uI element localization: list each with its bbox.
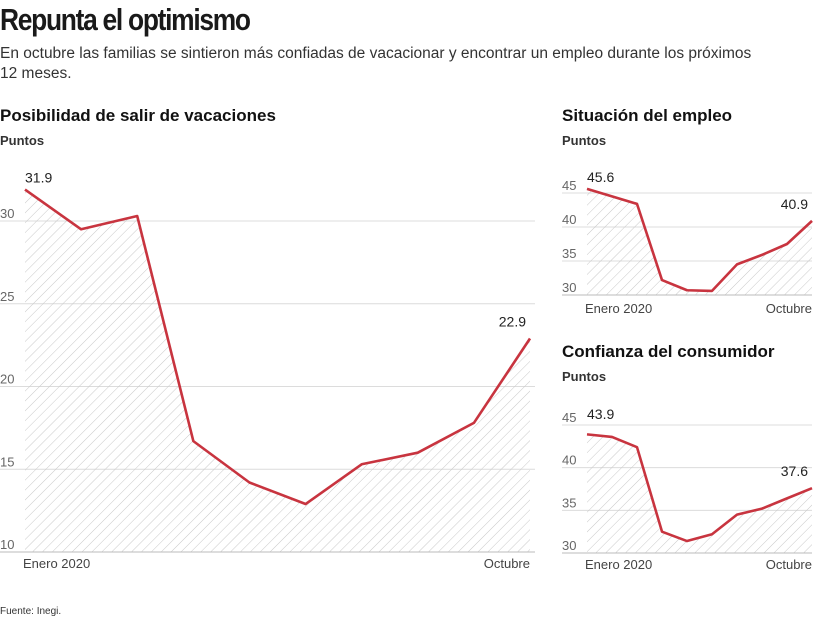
headline: Repunta el optimismo [0,2,251,37]
y-tick-label: 15 [0,454,14,469]
x-tick-label-first: Enero 2020 [585,557,652,572]
y-tick-label: 20 [0,372,14,387]
unit-label-consumidor: Puntos [562,369,607,384]
source-note: Fuente: Inegi. [0,606,62,617]
x-tick-label-last: Octubre [766,557,812,572]
x-tick-label-last: Octubre [766,301,812,316]
chart-title-vacaciones: Posibilidad de salir de vacaciones [0,106,276,125]
data-label-last: 22.9 [499,314,526,330]
x-tick-label-last: Octubre [484,556,530,571]
area-fill-vacaciones [25,189,530,552]
y-tick-label: 40 [562,453,576,468]
y-tick-label: 10 [0,537,14,552]
subtitle: En octubre las familias se sintieron más… [0,45,752,82]
chart-title-empleo: Situación del empleo [562,106,733,125]
unit-label-vacaciones: Puntos [0,133,45,148]
y-tick-label: 35 [562,246,576,261]
y-tick-label: 30 [0,206,14,221]
y-tick-label: 45 [562,178,576,193]
area-fill-empleo [587,188,812,295]
y-tick-label: 35 [562,495,576,510]
unit-label-empleo: Puntos [562,133,607,148]
series-line-consumidor [586,433,813,543]
y-tick-label: 45 [562,410,576,425]
series-line-vacaciones [24,188,532,506]
y-tick-label: 30 [562,538,576,553]
y-tick-label: 40 [562,212,576,227]
data-label-first: 43.9 [587,406,614,422]
series-line-empleo [586,187,813,293]
x-tick-label-first: Enero 2020 [23,556,90,571]
data-label-last: 37.6 [781,463,808,479]
data-label-first: 31.9 [25,170,52,186]
y-tick-label: 25 [0,289,14,304]
y-tick-label: 30 [562,280,576,295]
x-tick-label-first: Enero 2020 [585,301,652,316]
chart-title-consumidor: Confianza del consumidor [562,342,775,361]
data-label-last: 40.9 [781,196,808,212]
data-label-first: 45.6 [587,169,614,185]
area-fill-consumidor [587,434,812,553]
